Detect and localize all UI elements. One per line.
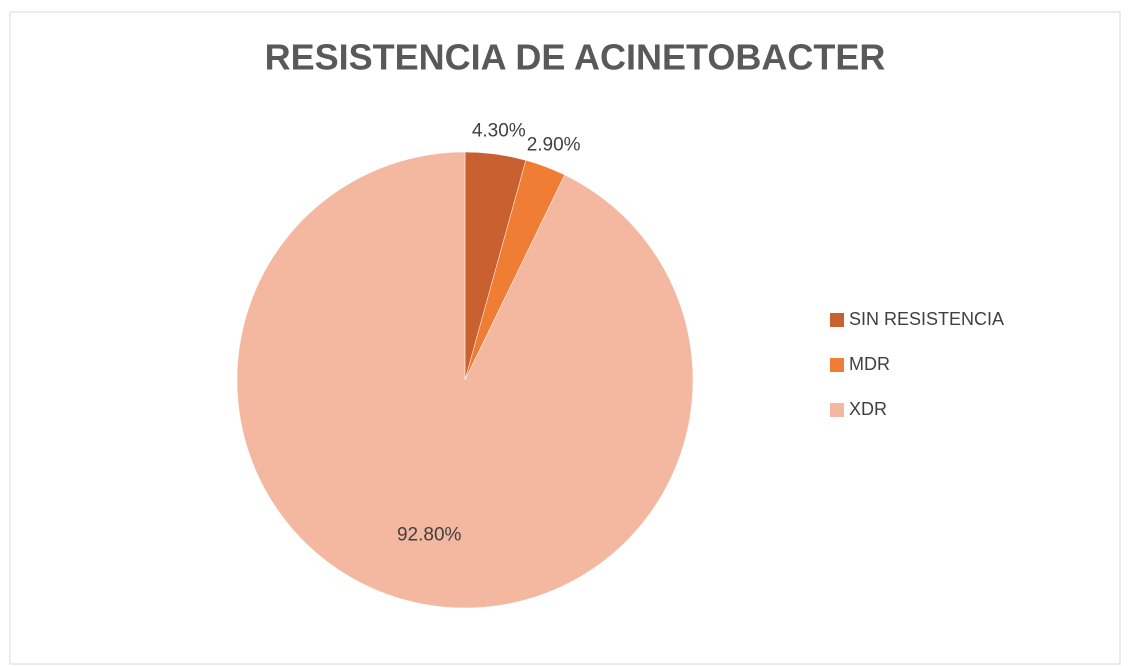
data-label: 2.90% xyxy=(527,134,581,155)
legend-swatch xyxy=(830,313,844,327)
pie-slice xyxy=(236,151,694,609)
legend-label: MDR xyxy=(849,354,890,374)
legend-label: XDR xyxy=(849,399,887,419)
data-label: 4.30% xyxy=(472,121,526,142)
data-label: 92.80% xyxy=(397,525,462,546)
legend-swatch xyxy=(830,358,844,372)
chart-title: RESISTENCIA DE ACINETOBACTER xyxy=(265,37,886,78)
legend-label: SIN RESISTENCIA xyxy=(849,309,1004,329)
legend-swatch xyxy=(830,403,844,417)
